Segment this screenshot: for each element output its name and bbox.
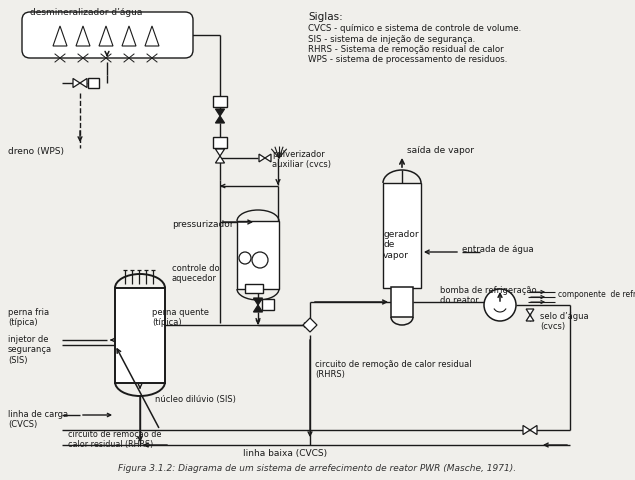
Polygon shape — [253, 298, 262, 305]
Text: Siglas:: Siglas: — [308, 12, 343, 22]
Text: linha baixa (CVCS): linha baixa (CVCS) — [243, 449, 327, 458]
Text: desmineralizador d’água: desmineralizador d’água — [30, 8, 142, 17]
Bar — [245, 284, 263, 293]
Text: controle do
aquecedor: controle do aquecedor — [172, 264, 220, 283]
Text: saída de vapor: saída de vapor — [407, 146, 474, 155]
Polygon shape — [530, 425, 537, 434]
Text: SIS - sistema de injeção de segurança.: SIS - sistema de injeção de segurança. — [308, 35, 475, 44]
Text: perna fria
(típica): perna fria (típica) — [8, 308, 49, 327]
Polygon shape — [215, 156, 225, 163]
Text: pressurizador: pressurizador — [172, 220, 234, 229]
Circle shape — [252, 252, 268, 268]
Polygon shape — [526, 315, 534, 321]
Bar — [88, 78, 99, 88]
Polygon shape — [265, 154, 271, 162]
Bar — [213, 137, 227, 148]
Text: RHRS - Sistema de remoção residual de calor: RHRS - Sistema de remoção residual de ca… — [308, 45, 504, 54]
Text: pulverizador
auxiliar (cvcs): pulverizador auxiliar (cvcs) — [272, 150, 331, 169]
Polygon shape — [73, 78, 80, 87]
Circle shape — [484, 289, 516, 321]
Polygon shape — [523, 425, 530, 434]
Bar — [237, 221, 279, 289]
Polygon shape — [122, 26, 136, 46]
Text: circuito de remoçao de
calor residual (RHRS): circuito de remoçao de calor residual (R… — [68, 430, 161, 449]
Text: núcleo dilúvio (SIS): núcleo dilúvio (SIS) — [155, 395, 236, 404]
Text: circuito de remoção de calor residual
(RHRS): circuito de remoção de calor residual (R… — [315, 360, 472, 379]
Polygon shape — [99, 26, 113, 46]
Text: Figura 3.1.2: Diagrama de um sistema de arrefecimento de reator PWR (Masche, 197: Figura 3.1.2: Diagrama de um sistema de … — [118, 464, 516, 473]
Bar — [262, 299, 274, 310]
Bar — [383, 183, 421, 288]
Polygon shape — [76, 26, 90, 46]
Polygon shape — [145, 26, 159, 46]
Text: gerador
de
vapor: gerador de vapor — [383, 230, 418, 260]
Text: WPS - sistema de processamento de residuos.: WPS - sistema de processamento de residu… — [308, 56, 507, 64]
Polygon shape — [215, 109, 225, 116]
Text: entrada de água: entrada de água — [462, 245, 533, 254]
Circle shape — [239, 252, 251, 264]
Text: injetor de
segurança
(SIS): injetor de segurança (SIS) — [8, 335, 52, 365]
Bar — [391, 287, 413, 317]
Bar — [115, 288, 165, 383]
Text: bomba de refrigeração
do reator: bomba de refrigeração do reator — [440, 286, 537, 305]
Text: selo d’água
(cvcs): selo d’água (cvcs) — [540, 312, 589, 331]
Polygon shape — [303, 318, 317, 332]
Text: perna quente
(típica): perna quente (típica) — [152, 308, 209, 327]
Polygon shape — [53, 26, 67, 46]
Polygon shape — [253, 305, 262, 312]
Polygon shape — [259, 154, 265, 162]
Text: dreno (WPS): dreno (WPS) — [8, 147, 64, 156]
Polygon shape — [215, 149, 225, 156]
Polygon shape — [80, 78, 87, 87]
Polygon shape — [215, 116, 225, 123]
Text: componente  de refrigeração d’aguá: componente de refrigeração d’aguá — [558, 290, 635, 299]
Polygon shape — [526, 309, 534, 315]
Text: linha de carga
(CVCS): linha de carga (CVCS) — [8, 410, 68, 430]
Bar — [213, 96, 227, 107]
FancyBboxPatch shape — [22, 12, 193, 58]
Text: CVCS - químico e sistema de controle de volume.: CVCS - químico e sistema de controle de … — [308, 24, 521, 33]
